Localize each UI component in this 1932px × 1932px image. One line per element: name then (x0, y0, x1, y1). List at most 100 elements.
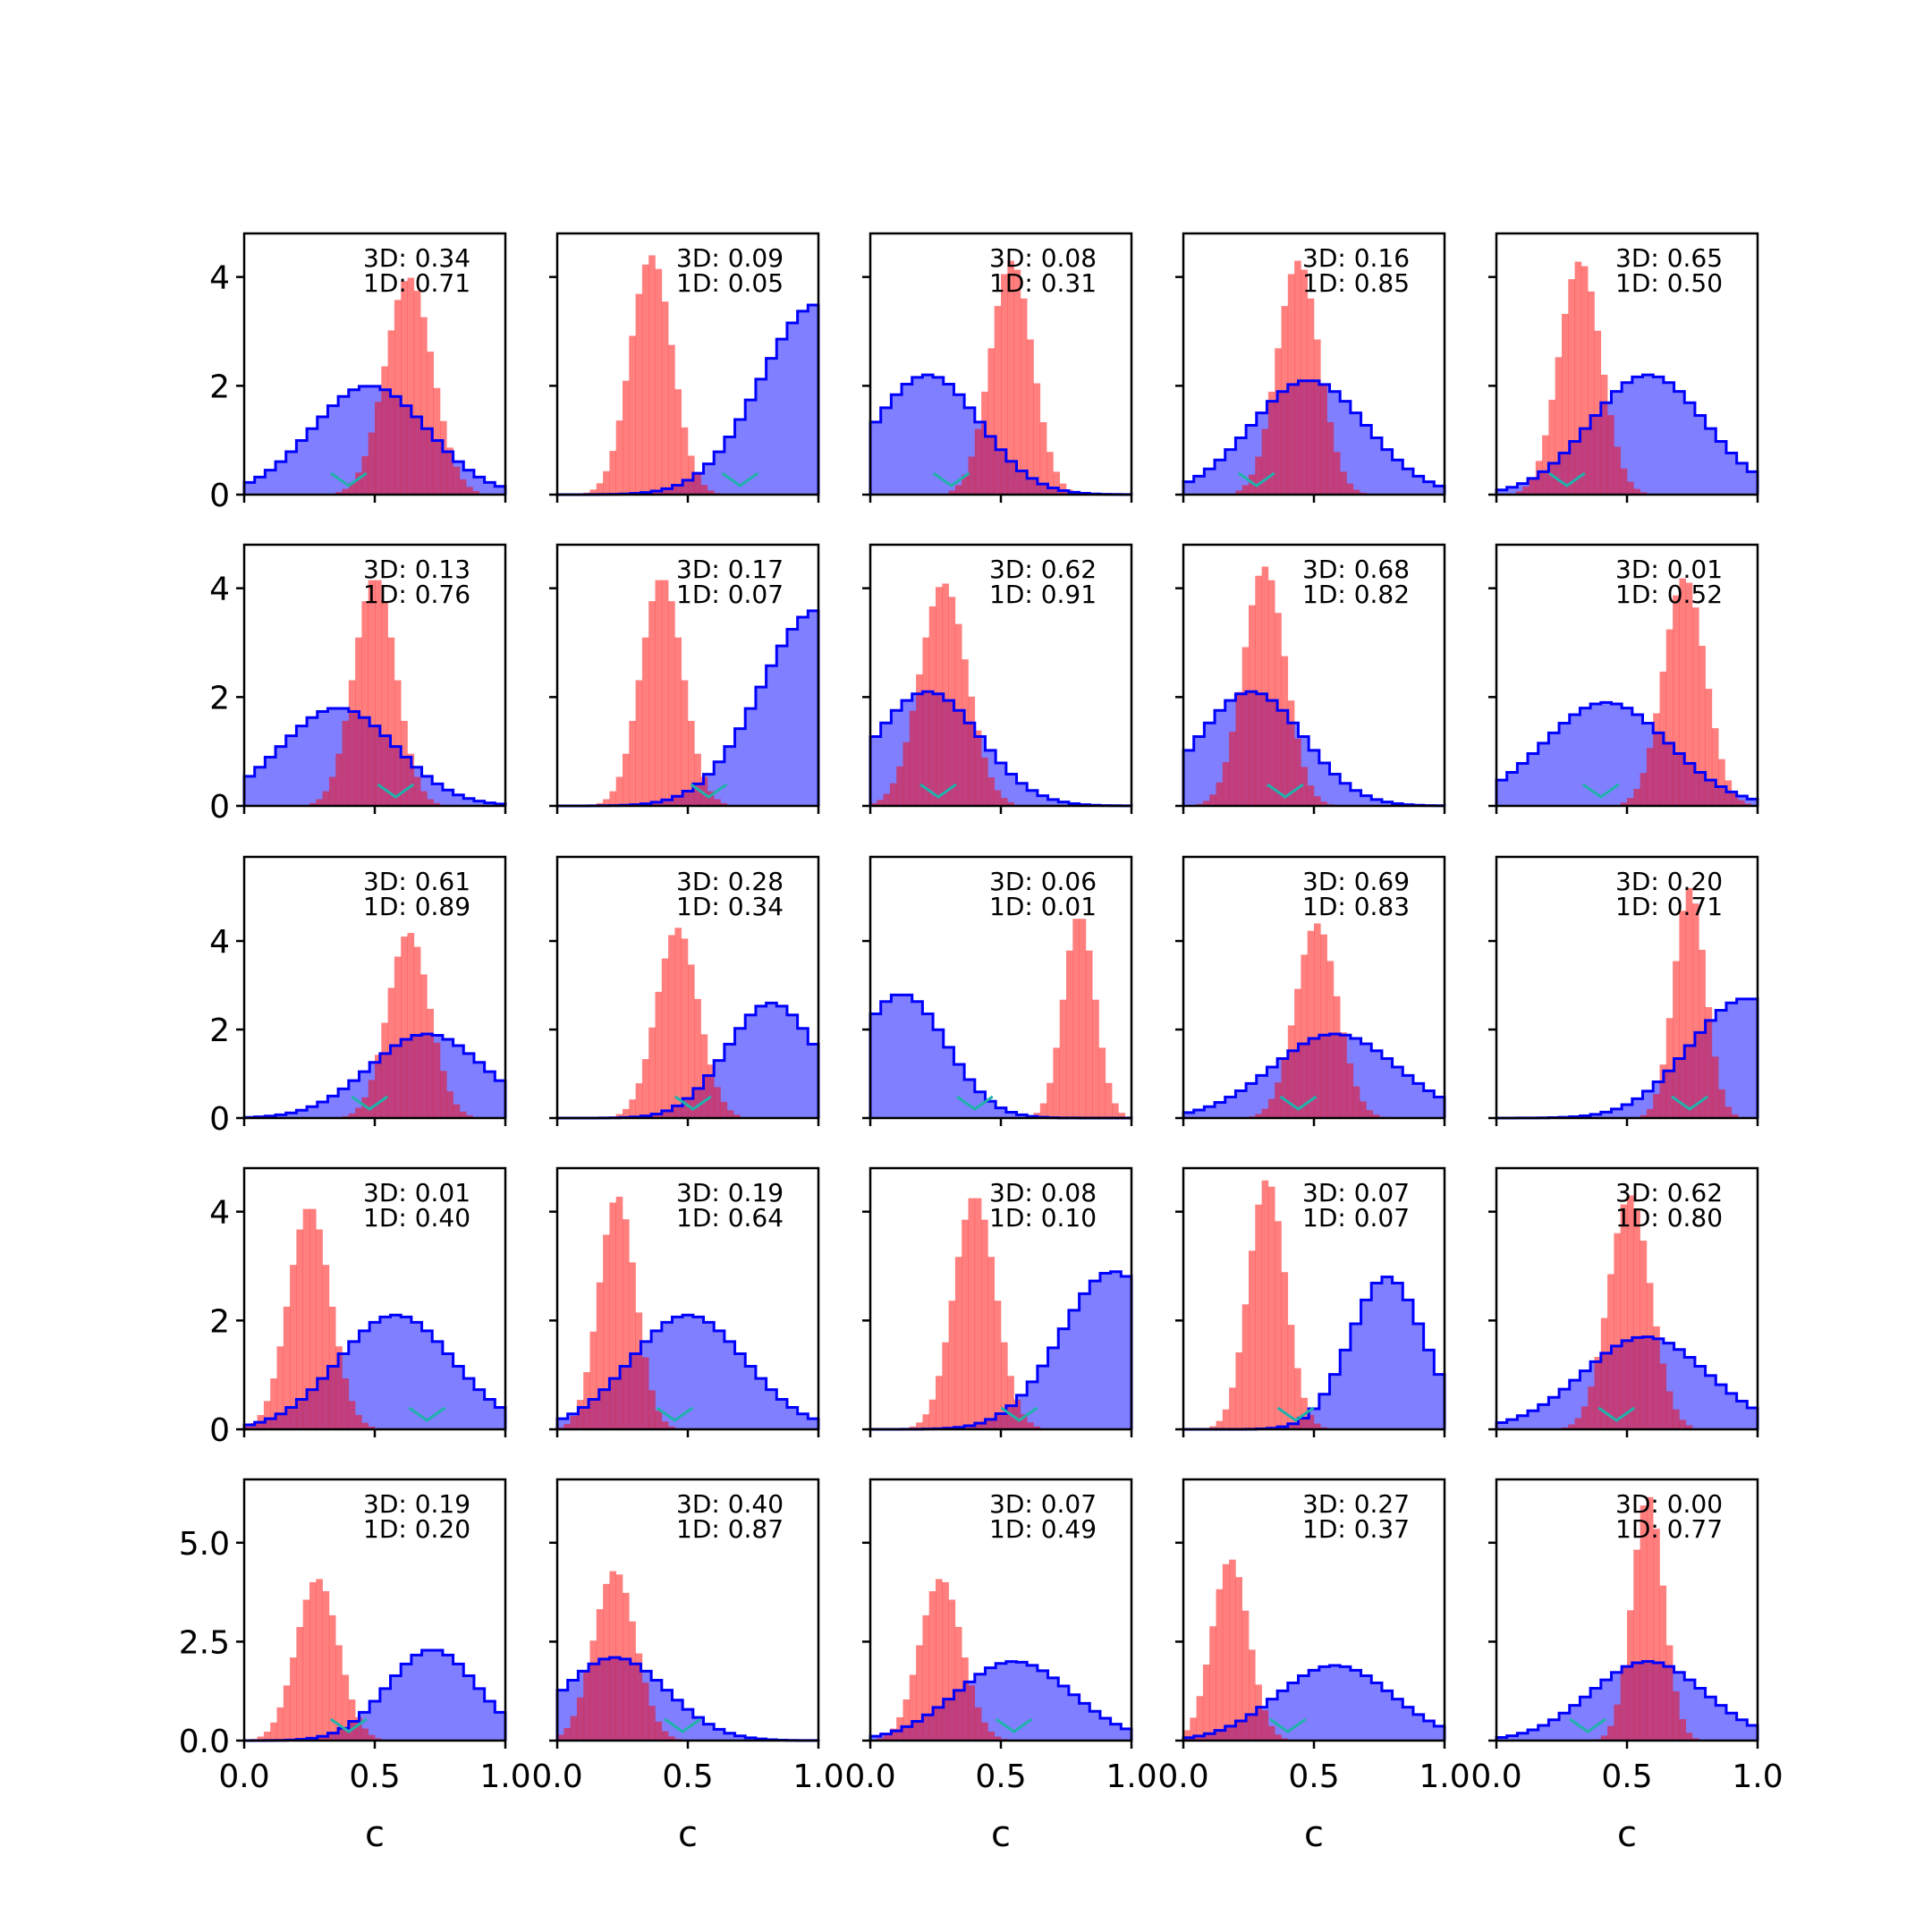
red-histogram-bar (1229, 1387, 1236, 1429)
red-histogram-bar (1202, 801, 1210, 806)
x-tick-label: 0.0 (1470, 1758, 1521, 1795)
x-axis-label: c (991, 1814, 1011, 1855)
red-histogram-bar (954, 623, 962, 806)
red-histogram-bar (1744, 803, 1751, 806)
red-histogram-bar (883, 1734, 891, 1741)
red-histogram-bar (1267, 1186, 1275, 1429)
red-histogram-bar (1027, 1422, 1034, 1429)
red-histogram-bar (1013, 269, 1021, 495)
annotation-3d: 3D: 0.01 (363, 1178, 470, 1208)
red-histogram-bar (1580, 266, 1589, 495)
red-histogram-bar (1287, 1025, 1295, 1118)
red-histogram-bar (1314, 339, 1321, 495)
red-histogram-bar (576, 1400, 584, 1429)
red-histogram-bar (1679, 1719, 1686, 1741)
x-tick-label: 0.5 (349, 1758, 400, 1795)
y-tick-label: 0 (209, 478, 230, 514)
red-histogram-bar (1275, 348, 1282, 495)
red-histogram-bar (401, 720, 408, 806)
red-histogram-bar (1588, 1386, 1595, 1429)
red-histogram-bar (1633, 789, 1640, 806)
red-histogram-bar (1646, 1496, 1654, 1741)
marker-v (408, 1406, 446, 1422)
red-histogram-bar (446, 1091, 453, 1118)
annotation-3d: 3D: 0.13 (363, 555, 470, 584)
red-histogram-bar (1190, 1717, 1197, 1741)
red-histogram-bar (936, 587, 943, 806)
y-tick-label: 4 (209, 1195, 230, 1232)
red-histogram-bar (714, 1087, 721, 1118)
red-histogram-bar (1261, 566, 1269, 806)
red-histogram-bar (648, 1390, 656, 1429)
red-histogram-bar (1640, 773, 1648, 806)
red-histogram-bar (896, 1716, 903, 1741)
red-histogram-bar (877, 800, 884, 806)
red-histogram-bar (1646, 748, 1654, 806)
red-histogram-bar (629, 1099, 636, 1118)
red-histogram-bar (1633, 1549, 1640, 1741)
red-histogram-bar (427, 799, 434, 806)
red-histogram-bar (440, 420, 447, 495)
red-histogram-bar (974, 428, 982, 495)
red-histogram-bar (922, 1614, 929, 1741)
red-histogram-bar (688, 964, 695, 1118)
red-histogram-bar (661, 580, 669, 806)
red-histogram-bar (1673, 961, 1680, 1118)
red-histogram-bar (413, 946, 421, 1118)
blue-histogram-outline (242, 385, 507, 495)
red-histogram-bar (1301, 954, 1308, 1118)
y-tick-label: 4 (209, 924, 230, 961)
marker-v (1279, 1095, 1318, 1111)
annotation-1d: 1D: 0.31 (989, 268, 1097, 298)
red-histogram-bar (623, 753, 630, 806)
annotation-1d: 1D: 0.10 (989, 1203, 1097, 1233)
red-histogram-bar (1287, 1325, 1295, 1429)
red-histogram-bar (570, 1716, 578, 1741)
blue-histogram-fill (870, 375, 1131, 495)
annotation-1d: 1D: 0.71 (1615, 892, 1723, 921)
red-histogram-bar (1249, 1250, 1256, 1429)
red-histogram-bar (283, 1685, 291, 1741)
red-histogram-bar (589, 1640, 597, 1741)
red-histogram-bar (407, 933, 415, 1118)
red-histogram-bar (328, 1306, 336, 1429)
red-histogram-bar (615, 1196, 623, 1429)
marker-v (664, 1717, 702, 1733)
red-histogram-bar (954, 1257, 962, 1429)
red-histogram-bar (922, 1414, 929, 1429)
red-histogram-bar (629, 335, 636, 495)
red-histogram-bar (335, 1645, 343, 1741)
red-histogram-bar (1059, 999, 1067, 1118)
red-histogram-bar (596, 483, 604, 495)
red-histogram-bar (1301, 767, 1308, 806)
red-histogram-bar (1568, 279, 1575, 495)
red-histogram-bar (290, 1265, 297, 1429)
red-histogram-bar (889, 1728, 897, 1741)
red-histogram-bar (564, 1727, 571, 1741)
red-histogram-bar (962, 659, 969, 806)
red-histogram-bar (1275, 1734, 1282, 1741)
red-histogram-bar (355, 472, 362, 495)
red-histogram-bar (1685, 887, 1693, 1118)
red-histogram-bar (1711, 728, 1719, 806)
y-tick-label: 4 (209, 260, 230, 297)
annotation-1d: 1D: 0.52 (1615, 580, 1723, 609)
red-histogram-bar (413, 776, 421, 806)
red-histogram-bar (733, 1114, 741, 1118)
red-histogram-bar (623, 380, 630, 495)
blue-histogram-outline (1495, 373, 1759, 495)
red-histogram-bar (1255, 575, 1262, 806)
red-histogram-bar (1588, 291, 1595, 495)
red-histogram-bar (583, 1372, 590, 1429)
red-histogram-bar (1685, 582, 1693, 806)
red-histogram-bar (1366, 1110, 1373, 1118)
red-histogram-bar (1665, 1645, 1674, 1741)
red-histogram-bar (1646, 1283, 1654, 1429)
red-histogram-bar (1222, 1409, 1230, 1429)
red-histogram-bar (1594, 330, 1602, 495)
red-histogram-bar (1320, 934, 1327, 1118)
